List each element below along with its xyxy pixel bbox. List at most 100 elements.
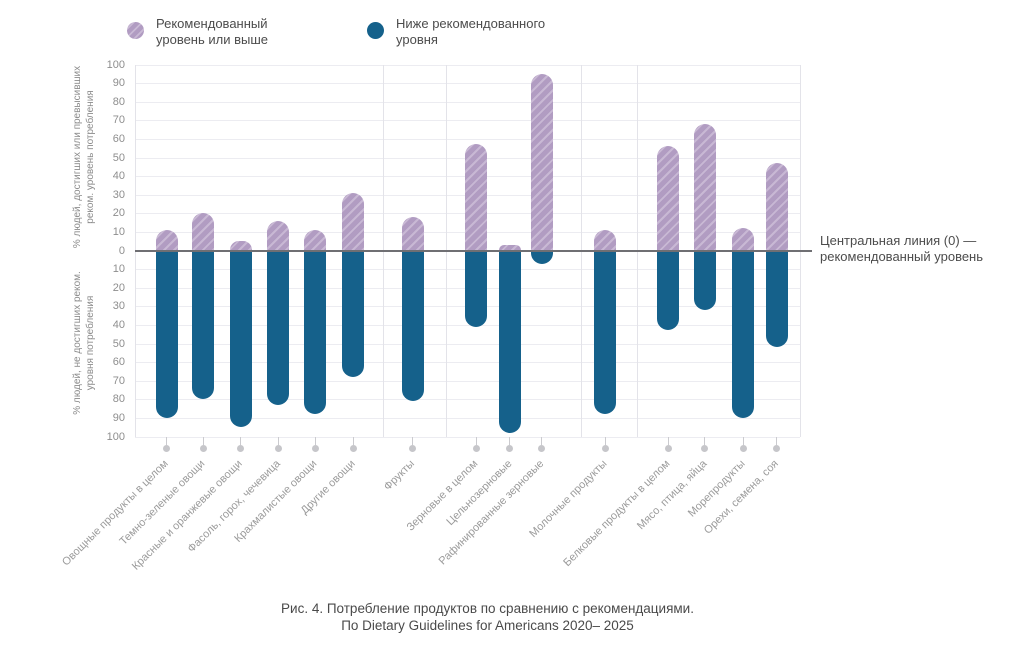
bar-above-7	[465, 144, 487, 251]
gridline	[135, 343, 800, 345]
y-tick-label: 40	[112, 170, 125, 183]
x-tick-stem	[277, 437, 279, 445]
x-tick-dot	[601, 445, 609, 452]
legend-item-recommended: Рекомендованный уровень или выше	[127, 16, 268, 48]
caption-line-1: Рис. 4. Потребление продуктов по сравнен…	[281, 601, 694, 616]
y-tick-label: 60	[112, 356, 125, 369]
bar-below-13	[732, 250, 755, 418]
x-tick-stem	[667, 437, 669, 445]
x-axis-labels: Овощные продукты в целом Темно-зеленые ов…	[60, 456, 800, 596]
gridline	[135, 380, 800, 382]
x-tick-dot	[739, 445, 747, 452]
bar-below-8	[498, 250, 521, 433]
x-tick-dot	[237, 445, 245, 452]
bar-above-6	[401, 217, 424, 251]
x-tick-dot	[472, 445, 480, 452]
legend-label-recommended: Рекомендованный уровень или выше	[156, 16, 268, 47]
y-tick-label: 80	[112, 393, 125, 406]
x-tick-pin-icon	[739, 437, 747, 452]
figure-caption: Рис. 4. Потребление продуктов по сравнен…	[0, 600, 975, 634]
x-tick-dot	[538, 445, 546, 452]
x-tick-dot	[506, 445, 514, 452]
x-tick-pin-icon	[237, 437, 245, 452]
bar-above-2	[229, 241, 252, 251]
bar-above-9	[530, 73, 553, 251]
y-tick-label: 80	[112, 95, 125, 108]
bar-below-9	[530, 250, 553, 264]
x-tick-stem	[240, 437, 242, 445]
x-tick-stem	[742, 437, 744, 445]
y-tick-label: 50	[112, 151, 125, 164]
bar-above-8	[498, 244, 521, 251]
bar-above-14	[765, 163, 788, 251]
x-tick-stem	[412, 437, 414, 445]
bar-below-5	[342, 250, 365, 377]
plot-area	[135, 64, 801, 438]
x-tick-stem	[202, 437, 204, 445]
y-tick-label: 100	[106, 58, 125, 71]
y-tick-label: 100	[106, 430, 125, 443]
bar-below-2	[229, 250, 252, 428]
gridline	[135, 120, 800, 122]
x-tick-pin-icon	[664, 437, 672, 452]
y-tick-label: 10	[112, 263, 125, 276]
y-tick-label: 40	[112, 318, 125, 331]
y-tick-label: 50	[112, 337, 125, 350]
gridline	[135, 362, 800, 364]
x-tick-pin-icon	[274, 437, 282, 452]
y-axis-ticks: 100 90 80 70 60 50 40 30 20 10 0 10 20 30 40 50 60 70 80 90…	[93, 59, 129, 443]
y-tick-label: 70	[112, 374, 125, 387]
legend-swatch-below-icon	[367, 22, 384, 39]
bar-below-3	[267, 250, 290, 405]
gridline	[135, 436, 800, 438]
gridline	[135, 138, 800, 140]
bar-above-3	[267, 220, 290, 251]
x-tick-dot	[199, 445, 207, 452]
bar-above-13	[732, 228, 755, 251]
bar-below-6	[401, 250, 424, 402]
x-category-label: Мясо, птица, яйца	[634, 457, 710, 533]
x-tick-dot	[701, 445, 709, 452]
gridline	[135, 399, 800, 401]
x-tick-stem	[509, 437, 511, 445]
x-tick-pin-icon	[538, 437, 546, 452]
x-tick-pin-icon	[472, 437, 480, 452]
bar-above-12	[693, 124, 716, 251]
x-tick-pin-icon	[701, 437, 709, 452]
gridline	[135, 417, 800, 419]
gridline	[135, 324, 800, 326]
center-line-annotation: Центральная линия (0) — рекомендованный …	[820, 233, 984, 264]
x-tick-pin-icon	[199, 437, 207, 452]
x-category-label: Фрукты	[382, 457, 418, 493]
y-tick-label: 70	[112, 114, 125, 127]
x-tick-dot	[409, 445, 417, 452]
bar-above-5	[342, 192, 365, 251]
x-tick-dot	[773, 445, 781, 452]
gridline	[135, 101, 800, 103]
x-tick-stem	[166, 437, 168, 445]
legend-swatch-recommended-icon	[127, 22, 144, 39]
x-tick-dot	[274, 445, 282, 452]
bar-below-4	[304, 250, 326, 415]
x-tick-stem	[475, 437, 477, 445]
bar-below-14	[765, 250, 788, 348]
bar-below-7	[465, 250, 487, 327]
x-tick-pin-icon	[601, 437, 609, 452]
x-tick-pin-icon	[409, 437, 417, 452]
x-tick-pin-icon	[311, 437, 319, 452]
x-tick-dot	[664, 445, 672, 452]
x-tick-stem	[776, 437, 778, 445]
bar-above-1	[192, 213, 215, 251]
x-tick-stem	[541, 437, 543, 445]
y-tick-label: 60	[112, 132, 125, 145]
caption-line-2: По Dietary Guidelines for Americans 2020…	[341, 618, 634, 633]
y-tick-label: 0	[118, 244, 125, 257]
x-tick-stem	[352, 437, 354, 445]
y-tick-label: 20	[112, 207, 125, 220]
x-tick-pin-icon	[163, 437, 171, 452]
x-tick-stem	[704, 437, 706, 445]
legend-label-below: Ниже рекомендованного уровня	[396, 16, 546, 47]
x-tick-stem	[314, 437, 316, 445]
gridline	[135, 64, 800, 66]
